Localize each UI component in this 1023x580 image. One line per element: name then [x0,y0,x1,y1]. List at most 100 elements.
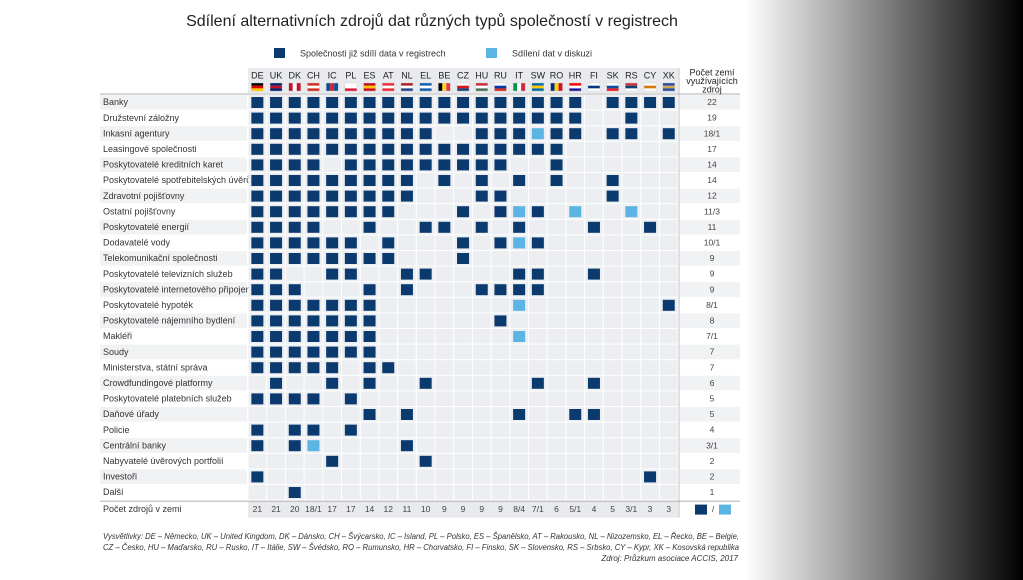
cell-square [307,221,320,233]
column-total: 3 [648,504,653,514]
cell-empty [379,219,398,235]
cell-empty [379,391,398,406]
cell-square [644,97,657,108]
cell-square [344,346,357,358]
flag-border [456,82,470,92]
cell-empty [566,173,585,188]
cell-square [494,128,507,140]
cell-square [344,97,357,108]
count-bg [680,453,740,469]
row-count: 9 [710,269,715,279]
cell-empty [566,141,585,157]
flag-border [494,82,507,92]
cell-empty [585,235,603,250]
row-label: Poskytovatelé hypoték [103,300,194,310]
column-total: 7/1 [532,504,544,514]
cell-empty [659,344,678,360]
cell-empty [454,422,472,438]
cell-empty [547,391,566,406]
cell-square [513,221,526,233]
cell-empty [285,266,304,282]
flag [494,88,507,92]
flag [457,85,470,89]
cell-empty [566,344,585,360]
cell-empty [267,422,285,438]
cell-square [344,159,357,171]
cell-square [326,268,339,280]
country-code: UK [270,70,283,80]
flag [644,85,657,89]
row-label-bg [100,219,247,235]
count-bg [680,329,740,344]
cell-empty [454,391,472,406]
cell-empty [472,266,491,282]
row-label: Poskytovatelé televizních služeb [103,269,233,279]
cell-square [288,253,301,264]
cell-square [251,175,264,186]
cell-empty [641,297,659,313]
flag [326,83,331,91]
cell-empty [659,469,678,484]
cell-empty [398,469,416,484]
row-count: 7/1 [706,331,718,341]
row-label-bg [100,95,247,110]
legend-label: Společnosti již sdílí data v registrech [300,48,446,58]
cell-empty [323,282,341,297]
cell-empty [304,469,323,484]
cell-empty [267,438,285,453]
cell-empty [659,360,678,375]
cell-square [457,143,470,155]
row-count: 5 [710,393,715,403]
cell-square [363,206,376,218]
country-code: CH [307,70,320,80]
cell-empty [267,453,285,469]
cell-square [251,471,264,483]
flag [494,83,507,86]
cell-empty [267,469,285,484]
cell-square [270,190,283,202]
cell-empty [585,453,603,469]
cell-empty [547,188,566,204]
flag [307,88,320,92]
cell-square [494,143,507,155]
cell-empty [491,375,510,391]
cell-square [363,190,376,202]
cell-empty [603,219,622,235]
cell-square [587,377,600,389]
row-count: 5 [710,409,715,419]
country-code: FI [590,70,598,80]
cell-empty [622,141,641,157]
cell-empty [603,422,622,438]
cell-empty [659,438,678,453]
cell-empty [454,219,472,235]
cell-empty [622,297,641,313]
cell-square [569,112,582,124]
cell-empty [622,360,641,375]
flag-border [625,82,638,92]
count-bg [680,251,740,266]
cell-square [288,440,301,452]
cell-square [251,143,264,155]
cell-empty [435,375,454,391]
cell-empty [566,313,585,328]
cell-square [326,455,339,467]
cell-square [288,424,301,436]
cell-square [307,112,320,124]
cell-empty [622,235,641,250]
count-bg [680,219,740,235]
row-label: Družstevní záložny [103,113,180,123]
cell-empty [659,391,678,406]
cell-empty [585,126,603,141]
cell-empty [491,438,510,453]
cell-empty [529,251,547,266]
cell-empty [641,282,659,297]
cell-square [326,143,339,155]
country-code: RO [550,70,564,80]
cell-empty [641,375,659,391]
country-code: IC [328,70,338,80]
flag [330,83,335,91]
cell-empty [360,266,379,282]
flag-border [419,82,432,92]
cell-square [344,143,357,155]
legend-swatch [486,48,497,58]
